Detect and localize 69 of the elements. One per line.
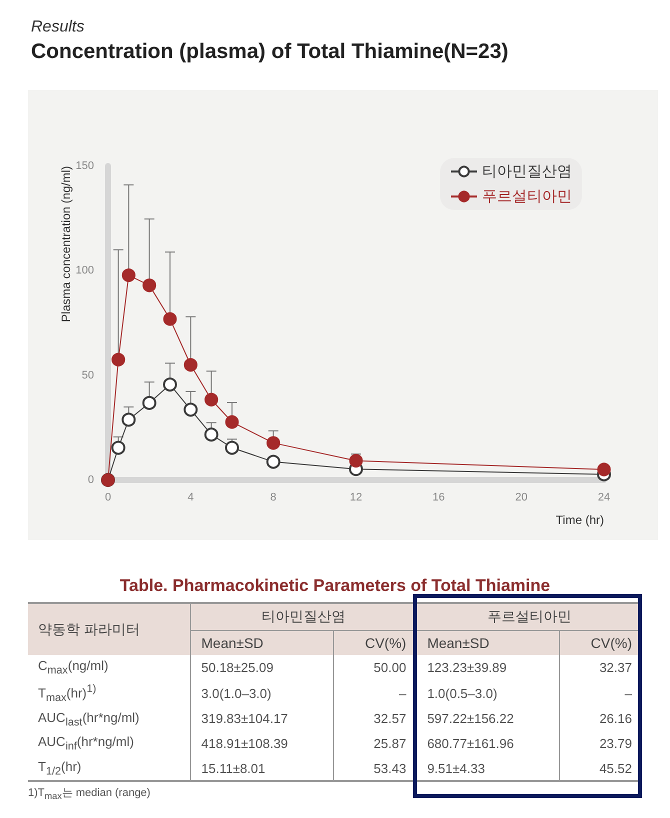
text: Mean±SD (416, 630, 560, 655)
text: 53.43 (334, 756, 417, 782)
point (597, 462, 611, 476)
text: 32.37 (560, 655, 642, 680)
x-tick-label: 24 (598, 492, 610, 504)
point (225, 415, 239, 429)
y-tick-label: 100 (76, 264, 94, 277)
x-tick-label: 8 (270, 492, 276, 504)
point (204, 428, 218, 442)
chart-subtitle: Results (31, 18, 84, 36)
text: 1)T$_{max}$는 median (range) (28, 786, 152, 802)
text: 약동학 파라미터 (28, 603, 191, 655)
text: Table. Pharmacokinetic Parameters of Total Thiamine (118, 576, 552, 596)
text: 푸르설티아민 (416, 603, 642, 630)
text: 티아민질산염 (190, 603, 417, 630)
x-axis-title: Time (hr) (556, 513, 604, 527)
x-tick-label: 4 (188, 492, 194, 504)
text: – (560, 680, 642, 707)
point (349, 454, 363, 468)
y-axis-title: Plasma concentration (ng/ml) (59, 166, 73, 322)
text: T$_{1/2}$(hr) (37, 758, 82, 780)
point (266, 436, 280, 450)
y-tick-label: 150 (76, 160, 94, 172)
text: 418.91±108.39 (190, 731, 334, 756)
text: 26.16 (560, 706, 642, 732)
point (142, 278, 156, 292)
text: 32.57 (334, 706, 417, 732)
text: 123.23±39.89 (416, 655, 560, 680)
text: 50.00 (334, 655, 417, 680)
legend-label: 티아민질산염 (482, 163, 572, 180)
point (112, 352, 126, 366)
text: 25.87 (334, 731, 417, 756)
point (184, 358, 198, 372)
text: AUC$_{inf}$(hr*ng/ml) (37, 733, 135, 755)
text: – (334, 680, 417, 707)
chart-title: Concentration (plasma) of Total Thiamine(N=23) (31, 40, 508, 63)
point (184, 402, 198, 417)
text: Mean±SD (190, 630, 334, 655)
text: 23.79 (560, 731, 642, 756)
y-tick-label: 0 (88, 474, 94, 486)
x-tick-label: 20 (515, 492, 528, 504)
point (163, 312, 177, 326)
text: 45.52 (560, 756, 642, 782)
point (266, 454, 280, 469)
point (142, 396, 156, 410)
text: 319.83±104.17 (190, 706, 334, 732)
text: 680.77±161.96 (416, 731, 560, 756)
text: 597.22±156.22 (416, 706, 560, 732)
point (204, 392, 218, 406)
text: 50.18±25.09 (190, 655, 334, 680)
text: 15.11±8.01 (190, 756, 334, 782)
legend-label: 푸르설티아민 (482, 188, 572, 205)
y-tick-label: 50 (82, 369, 94, 382)
text: 1.0(0.5–3.0) (416, 680, 560, 707)
point (111, 440, 126, 455)
text: C$_{max}$(ng/ml) (37, 657, 110, 679)
x-tick-label: 16 (432, 492, 445, 504)
point (122, 268, 136, 282)
text: CV(%) (560, 630, 642, 655)
text: 9.51±4.33 (416, 756, 560, 782)
x-tick-label: 0 (104, 492, 112, 504)
x-tick-label: 12 (350, 492, 362, 504)
point (225, 440, 239, 455)
text: CV(%) (334, 630, 417, 655)
point (122, 412, 136, 427)
text: AUC$_{last}$(hr*ng/ml) (37, 708, 140, 730)
text: 3.0(1.0–3.0) (190, 680, 334, 707)
point (163, 378, 177, 392)
text: T$_{max}$(hr)$^{1)}$ (37, 682, 98, 706)
